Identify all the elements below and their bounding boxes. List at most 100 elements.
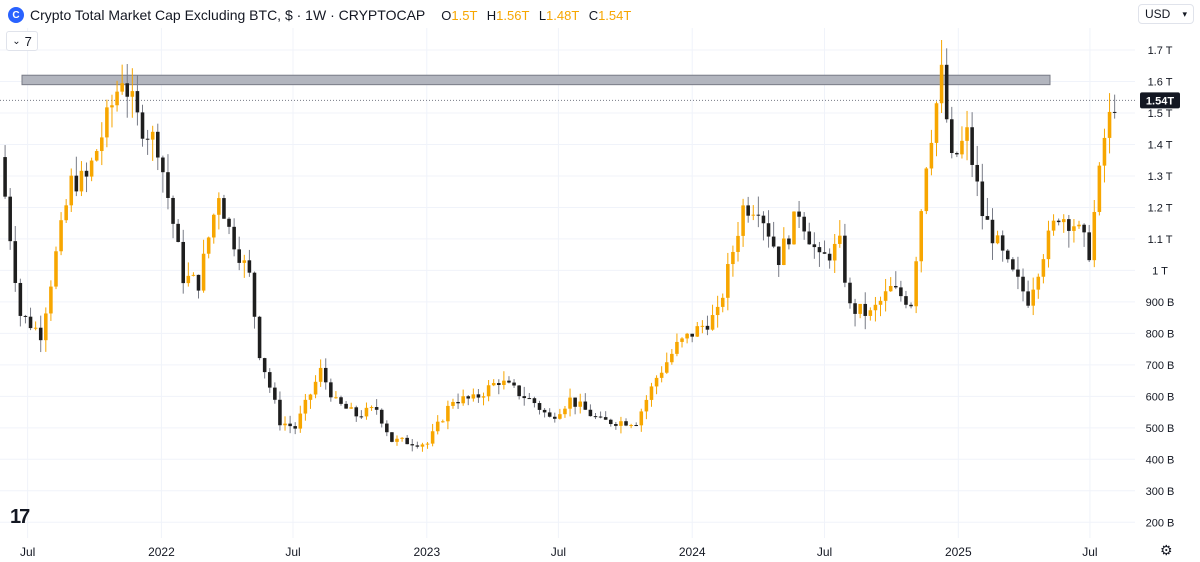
candle-body[interactable]: [1011, 259, 1015, 270]
candle-body[interactable]: [273, 387, 277, 400]
candle-body[interactable]: [471, 394, 476, 399]
candle-body[interactable]: [33, 327, 38, 329]
candle-body[interactable]: [390, 432, 394, 442]
candle-body[interactable]: [787, 238, 791, 245]
candle-body[interactable]: [502, 380, 506, 385]
candle-body[interactable]: [308, 394, 313, 400]
candle-body[interactable]: [746, 205, 750, 216]
candle-body[interactable]: [929, 142, 934, 169]
candle-body[interactable]: [990, 219, 995, 244]
candle-body[interactable]: [125, 83, 130, 97]
candle-body[interactable]: [400, 437, 404, 439]
candle-body[interactable]: [379, 409, 384, 424]
candle-body[interactable]: [176, 223, 180, 242]
time-axis[interactable]: Jul 2022 Jul 2023 Jul 2024 Jul 2025 Jul: [20, 545, 1098, 559]
candle-body[interactable]: [1036, 276, 1041, 290]
candle-body[interactable]: [186, 275, 191, 284]
candle-body[interactable]: [807, 231, 812, 245]
candle-body[interactable]: [94, 151, 99, 161]
candle-body[interactable]: [685, 333, 689, 339]
candle-body[interactable]: [894, 285, 898, 288]
candle-body[interactable]: [257, 316, 262, 359]
candle-body[interactable]: [283, 423, 287, 426]
candle-body[interactable]: [985, 216, 990, 220]
candle-body[interactable]: [736, 235, 740, 252]
candle-body[interactable]: [603, 417, 608, 420]
candle-body[interactable]: [848, 282, 852, 304]
candle-body[interactable]: [939, 64, 944, 104]
candle-series[interactable]: [3, 39, 1117, 452]
candle-body[interactable]: [181, 241, 186, 284]
candle-body[interactable]: [1031, 289, 1035, 306]
candle-body[interactable]: [54, 251, 58, 287]
candle-body[interactable]: [334, 397, 338, 399]
candle-body[interactable]: [965, 127, 969, 141]
candle-body[interactable]: [960, 140, 964, 155]
candle-body[interactable]: [522, 396, 527, 399]
candle-body[interactable]: [1087, 232, 1091, 261]
candle-body[interactable]: [547, 412, 552, 417]
candle-body[interactable]: [573, 397, 577, 407]
candle-body[interactable]: [980, 181, 985, 217]
candle-body[interactable]: [1051, 220, 1056, 231]
candle-body[interactable]: [217, 198, 221, 215]
candle-body[interactable]: [446, 405, 450, 422]
candle-body[interactable]: [476, 394, 481, 398]
candle-body[interactable]: [1082, 224, 1086, 233]
candle-body[interactable]: [1005, 250, 1010, 260]
candle-body[interactable]: [792, 211, 796, 245]
candle-body[interactable]: [385, 423, 389, 433]
candle-body[interactable]: [797, 211, 801, 217]
candle-body[interactable]: [517, 385, 521, 397]
candle-body[interactable]: [1000, 235, 1005, 251]
candle-body[interactable]: [430, 431, 435, 444]
candle-body[interactable]: [74, 175, 79, 192]
candle-body[interactable]: [593, 416, 598, 418]
candle-body[interactable]: [59, 220, 63, 252]
candle-body[interactable]: [89, 160, 94, 177]
candle-body[interactable]: [955, 152, 959, 155]
candle-body[interactable]: [761, 215, 766, 224]
candle-body[interactable]: [267, 372, 272, 388]
candle-body[interactable]: [252, 272, 257, 317]
candle-body[interactable]: [1097, 165, 1102, 212]
candle-body[interactable]: [8, 196, 12, 242]
indicators-toggle-button[interactable]: ⌄ 7: [6, 31, 38, 51]
candle-body[interactable]: [552, 416, 557, 419]
candle-body[interactable]: [359, 416, 364, 418]
candle-body[interactable]: [878, 300, 883, 305]
candle-body[interactable]: [161, 157, 165, 173]
candle-body[interactable]: [675, 341, 679, 354]
candle-body[interactable]: [838, 235, 842, 244]
candle-body[interactable]: [1041, 259, 1046, 277]
candle-body[interactable]: [1056, 220, 1061, 223]
candle-body[interactable]: [354, 407, 359, 417]
candle-body[interactable]: [776, 246, 781, 266]
candle-body[interactable]: [145, 138, 150, 140]
candle-body[interactable]: [466, 396, 471, 399]
candle-body[interactable]: [512, 382, 516, 386]
candle-body[interactable]: [853, 303, 857, 314]
candle-body[interactable]: [1072, 226, 1076, 231]
candle-body[interactable]: [537, 403, 542, 410]
price-axis[interactable]: 200 B 300 B 400 B 500 B 600 B 700 B 800 B 900 B…: [1146, 45, 1175, 529]
candle-body[interactable]: [100, 137, 104, 152]
candle-body[interactable]: [410, 444, 415, 446]
candle-body[interactable]: [1016, 269, 1020, 277]
candle-body[interactable]: [364, 407, 369, 417]
candle-body[interactable]: [491, 383, 496, 386]
candle-body[interactable]: [344, 403, 348, 409]
candle-body[interactable]: [608, 419, 613, 425]
candle-body[interactable]: [1102, 137, 1107, 166]
candle-body[interactable]: [150, 131, 155, 140]
candle-body[interactable]: [191, 274, 196, 276]
candle-body[interactable]: [1112, 111, 1117, 113]
candle-body[interactable]: [527, 398, 532, 400]
candle-body[interactable]: [405, 437, 409, 445]
candle-body[interactable]: [756, 214, 761, 216]
candle-body[interactable]: [741, 205, 745, 236]
candle-body[interactable]: [110, 105, 114, 108]
candle-body[interactable]: [222, 198, 226, 219]
candle-body[interactable]: [232, 226, 236, 250]
